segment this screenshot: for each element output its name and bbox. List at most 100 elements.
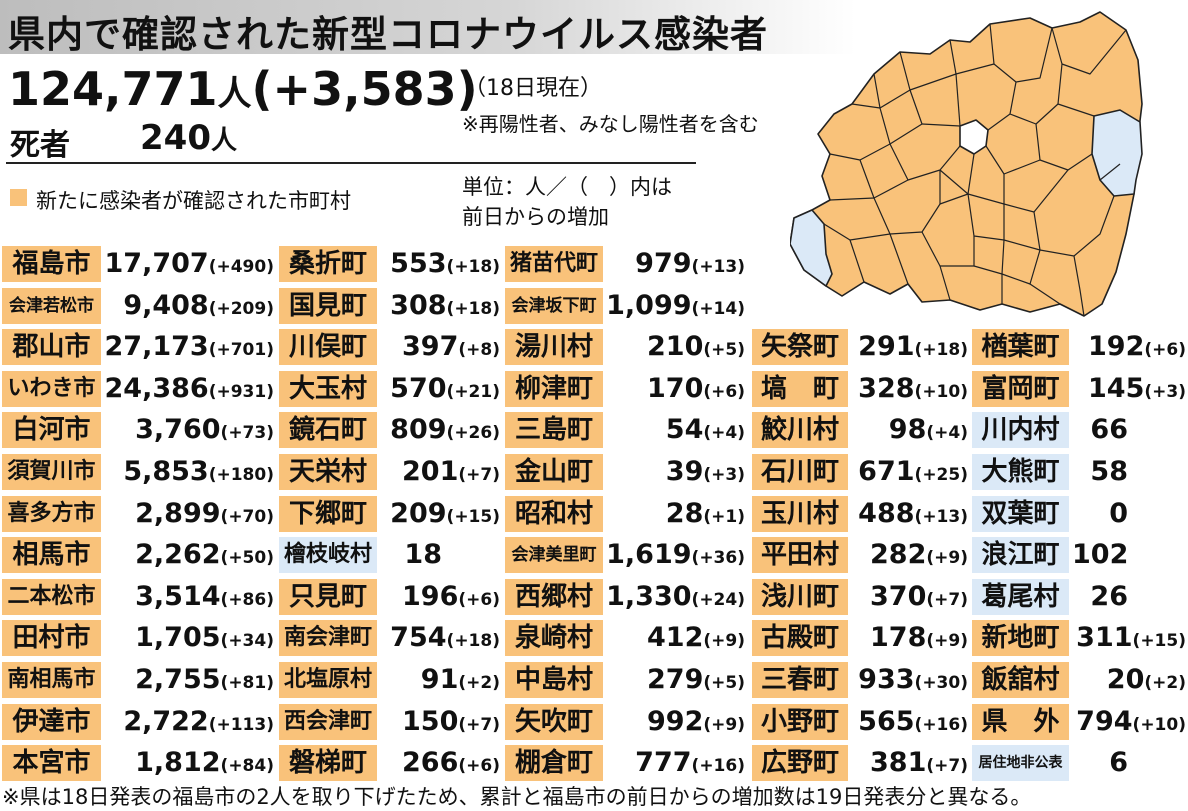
case-increase: (+26) — [446, 423, 500, 443]
case-total: 54 — [665, 414, 704, 445]
deaths-unit: 人 — [210, 126, 237, 156]
municipality-name: 二本松市 — [2, 579, 101, 615]
case-increase: (+18) — [446, 299, 500, 319]
case-increase: (+21) — [446, 382, 500, 402]
municipality-name: 只見町 — [279, 579, 377, 615]
municipality-name: いわき市 — [2, 371, 101, 407]
case-count: 565(+16) — [851, 704, 968, 740]
case-increase: (+8) — [458, 340, 500, 360]
municipality-name: 矢吹町 — [505, 704, 603, 740]
deaths-number: 240 — [140, 118, 211, 158]
municipality-name: 天栄村 — [279, 454, 377, 490]
case-total: 279 — [647, 664, 704, 695]
divider — [6, 162, 696, 164]
municipality-name: 福島市 — [2, 246, 101, 282]
case-increase: (+36) — [691, 548, 745, 568]
case-increase: (+15) — [446, 507, 500, 527]
case-count: 397(+8) — [380, 329, 500, 365]
case-total: 282 — [870, 539, 927, 570]
case-total: 178 — [870, 622, 927, 653]
case-increase: (+81) — [220, 673, 274, 693]
case-increase: (+18) — [446, 257, 500, 277]
case-count: 291(+18) — [851, 329, 968, 365]
case-total: 328 — [858, 373, 915, 404]
case-count: 17,707(+490) — [104, 246, 274, 282]
municipality-name: 猪苗代町 — [505, 246, 603, 282]
municipality-name: 三島町 — [505, 412, 603, 448]
municipality-name: 湯川村 — [505, 329, 603, 365]
case-total: 192 — [1088, 331, 1145, 362]
case-increase: (+13) — [691, 257, 745, 277]
case-total: 0 — [1109, 498, 1128, 529]
case-total: 1,330 — [606, 581, 692, 612]
case-count: 1,705(+34) — [104, 620, 274, 656]
map-region-east-blue — [1091, 109, 1143, 197]
municipality-name: 浪江町 — [972, 537, 1069, 573]
total-cases: 124,771人(+3,583) — [8, 62, 478, 116]
case-increase: (+10) — [1132, 715, 1186, 735]
municipality-name: 双葉町 — [972, 496, 1069, 532]
municipality-name: 西会津町 — [279, 704, 377, 740]
case-total: 18 — [404, 539, 442, 570]
deaths-label: 死者 — [10, 128, 70, 163]
case-increase: (+1) — [703, 507, 745, 527]
case-count: 26 — [1072, 579, 1186, 615]
footnote: ※県は18日発表の福島市の2人を取り下げたため、累計と福島市の前日からの増加数は… — [2, 785, 1032, 809]
case-count: 488(+13) — [851, 496, 968, 532]
case-increase: (+4) — [926, 423, 968, 443]
case-count: 39(+3) — [605, 454, 745, 490]
municipality-name: 小野町 — [752, 704, 848, 740]
case-increase: (+14) — [691, 299, 745, 319]
case-total: 6 — [1109, 747, 1128, 778]
municipality-name: 葛尾村 — [972, 579, 1069, 615]
case-increase: (+15) — [1132, 631, 1186, 651]
unit-note-line1: 単位：人／（ ）内は — [462, 175, 672, 199]
municipality-name: 中島村 — [505, 662, 603, 698]
case-count: 27,173(+701) — [104, 329, 274, 365]
municipality-name: 須賀川市 — [2, 454, 101, 490]
case-count: 1,099(+14) — [605, 288, 745, 324]
map-prefecture-shape — [790, 11, 1143, 317]
case-total: 98 — [888, 414, 927, 445]
case-total: 291 — [858, 331, 915, 362]
case-count: 58 — [1072, 454, 1186, 490]
municipality-name: 昭和村 — [505, 496, 603, 532]
case-count: 6 — [1072, 745, 1186, 781]
case-total: 9,408 — [123, 290, 209, 321]
case-count: 28(+1) — [605, 496, 745, 532]
case-count: 2,899(+70) — [104, 496, 274, 532]
case-total: 1,619 — [606, 539, 692, 570]
case-total: 5,853 — [123, 456, 209, 487]
case-increase: (+6) — [458, 756, 500, 776]
case-total: 553 — [390, 248, 447, 279]
as-of-date: （18日現在） — [464, 76, 602, 101]
case-increase: (+9) — [926, 548, 968, 568]
case-increase: (+18) — [446, 631, 500, 651]
case-total: 24,386 — [104, 373, 209, 404]
case-total: 1,812 — [135, 747, 221, 778]
case-increase: (+73) — [220, 423, 274, 443]
case-total: 20 — [1106, 664, 1145, 695]
case-count: 308(+18) — [380, 288, 500, 324]
case-total: 145 — [1088, 373, 1145, 404]
case-increase: (+18) — [914, 340, 968, 360]
case-increase: (+86) — [220, 590, 274, 610]
municipality-name: 白河市 — [2, 412, 101, 448]
case-count: 1,812(+84) — [104, 745, 274, 781]
municipality-name: 居住地非公表 — [972, 745, 1069, 781]
case-increase: (+7) — [926, 756, 968, 776]
case-increase: (+6) — [1144, 340, 1186, 360]
case-increase: (+3) — [1144, 382, 1186, 402]
case-count: 145(+3) — [1072, 371, 1186, 407]
case-count: 553(+18) — [380, 246, 500, 282]
case-total: 17,707 — [104, 248, 209, 279]
case-total: 27,173 — [104, 331, 209, 362]
municipality-name: 川内村 — [972, 412, 1069, 448]
case-total: 3,514 — [135, 581, 221, 612]
case-total: 2,899 — [135, 498, 221, 529]
case-total: 266 — [402, 747, 459, 778]
case-increase: (+34) — [220, 631, 274, 651]
case-count: 192(+6) — [1072, 329, 1186, 365]
case-total: 370 — [870, 581, 927, 612]
case-total: 412 — [647, 622, 704, 653]
